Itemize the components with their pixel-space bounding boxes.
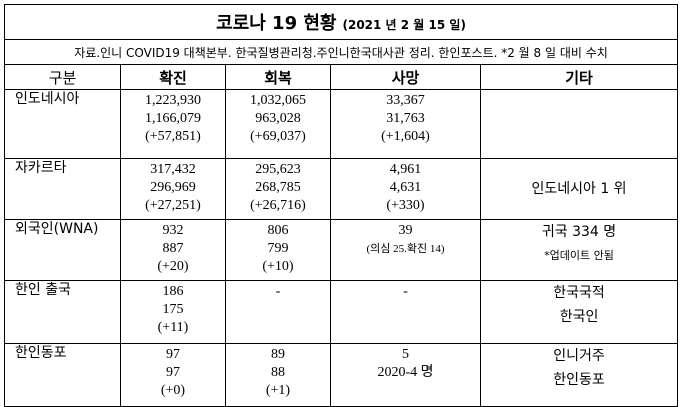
- cell-line: (+11): [157, 320, 189, 335]
- table-cell: 5 2020-4 명: [330, 343, 481, 407]
- cell-line: 296,969: [150, 180, 196, 195]
- table-cell: 자카르타: [4, 158, 121, 220]
- cell-line: (의심 25.확진 14): [366, 243, 445, 255]
- source: 자료.인니 COVID19 대책본부. 한국질병관리청.주인니한국대사관 정리.…: [3, 39, 679, 65]
- table-cell: 1,223,930 1,166,079 (+57,851): [120, 89, 226, 159]
- header-row: 구분 확진 회복 사망 기타: [4, 64, 679, 90]
- cell-line: (+27,251): [145, 198, 201, 213]
- title-row: 코로나 19 현황 (2021 년 2 월 15 일): [3, 4, 679, 40]
- title-cell: 코로나 19 현황 (2021 년 2 월 15 일): [3, 4, 679, 40]
- table-cell: -: [330, 280, 481, 344]
- table-row: 한인동포 97 97 (+0) 89 88 (+1) 5 2020-4 명 인니거주 한인동포: [4, 343, 679, 407]
- table-cell: 4,961 4,631 (+330): [330, 158, 481, 220]
- cell-line: 한국인: [559, 309, 599, 325]
- cell-line: 31,763: [386, 111, 425, 126]
- table-cell: 97 97 (+0): [120, 343, 226, 407]
- cell-line: 186: [162, 284, 184, 299]
- header-cell: 기타: [479, 64, 679, 90]
- cell-line: 963,028: [255, 111, 301, 126]
- table-row: 인도네시아 1,223,930 1,166,079 (+57,851) 1,032,06…: [4, 89, 679, 159]
- cell-line: 887: [162, 241, 184, 256]
- cell-line: 인도네시아: [15, 91, 80, 107]
- cell-line: 39: [398, 223, 413, 238]
- cell-line: (+69,037): [250, 129, 306, 144]
- cell-line: -: [403, 284, 408, 299]
- cell-line: 175: [162, 302, 184, 317]
- title-date: (2021 년 2 월 15 일): [342, 18, 466, 32]
- cell-line: 97: [166, 347, 180, 362]
- cell-line: 4,631: [389, 180, 422, 195]
- table-cell: 1,032,065 963,028 (+69,037): [225, 89, 331, 159]
- cell-line: 89: [271, 347, 285, 362]
- cell-line: 88: [271, 365, 285, 380]
- cell-line: (+1,604): [381, 129, 430, 144]
- table-cell: 귀국 334 명 *업데이트 안됨: [479, 219, 679, 281]
- cell-line: 268,785: [255, 180, 301, 195]
- cell-line: 295,623: [255, 162, 301, 177]
- table-body: 코로나 19 현황 (2021 년 2 월 15 일) 자료.인니 COVID19…: [3, 4, 679, 407]
- table-cell: 외국인(WNA): [4, 219, 121, 281]
- cell-line: 317,432: [150, 162, 196, 177]
- cell-line: 1,166,079: [145, 111, 201, 126]
- cell-line: 806: [267, 223, 289, 238]
- cell-line: (+26,716): [250, 198, 306, 213]
- cell-line: 자카르타: [15, 160, 67, 176]
- title: 코로나 19 현황: [216, 13, 337, 34]
- header-cell: 사망: [330, 64, 481, 90]
- covid-table: 코로나 19 현황 (2021 년 2 월 15 일) 자료.인니 COVID19…: [3, 4, 679, 407]
- cell-line: 귀국 334 명: [541, 224, 617, 240]
- cell-line: (+57,851): [145, 129, 201, 144]
- table-cell: 39 (의심 25.확진 14): [330, 219, 481, 281]
- cell-line: 799: [267, 241, 289, 256]
- source-row: 자료.인니 COVID19 대책본부. 한국질병관리청.주인니한국대사관 정리.…: [3, 39, 679, 65]
- table-cell: 186 175 (+11): [120, 280, 226, 344]
- header-cell: 구분: [4, 64, 121, 90]
- cell-line: 한인동포: [553, 372, 605, 388]
- cell-line: (+10): [262, 259, 294, 274]
- table-row: 자카르타 317,432 296,969 (+27,251) 295,623 268,78…: [4, 158, 679, 220]
- table-cell: 인도네시아: [4, 89, 121, 159]
- cell-line: 1,223,930: [145, 93, 201, 108]
- table-cell: 317,432 296,969 (+27,251): [120, 158, 226, 220]
- cell-line: 한인 출국: [15, 282, 71, 298]
- cell-line: -: [275, 284, 281, 299]
- table-cell: 806 799 (+10): [225, 219, 331, 281]
- cell-line: 4,961: [389, 162, 422, 177]
- table-cell: 한인 출국: [4, 280, 121, 344]
- cell-line: 외국인(WNA): [15, 221, 99, 237]
- cell-line: (+0): [160, 383, 186, 398]
- cell-line: (+330): [386, 198, 425, 213]
- cell-line: 인도네시아 1 위: [531, 181, 627, 197]
- table-cell: -: [225, 280, 331, 344]
- cell-line: (+1): [265, 383, 291, 398]
- table-row: 외국인(WNA) 932 887 (+20) 806 799 (+10) 39 (의심 25.확…: [4, 219, 679, 281]
- cell-line: 97: [166, 365, 180, 380]
- table-cell: 33,367 31,763 (+1,604): [330, 89, 481, 159]
- table-cell: 932 887 (+20): [120, 219, 226, 281]
- cell-line: 인니거주: [553, 348, 605, 364]
- header-cell: 회복: [225, 64, 331, 90]
- table-cell: [479, 89, 679, 159]
- cell-line: 한국국적: [553, 285, 605, 301]
- cell-line: 2020-4 명: [377, 365, 434, 380]
- table-cell: 89 88 (+1): [225, 343, 331, 407]
- cell-line: 5: [402, 347, 409, 362]
- header-cell: 확진: [120, 64, 226, 90]
- cell-line: 한인동포: [15, 345, 67, 361]
- table-cell: 한인동포: [4, 343, 121, 407]
- cell-line: *업데이트 안됨: [544, 249, 614, 262]
- document: 코로나 19 현황 (2021 년 2 월 15 일) 자료.인니 COVID19…: [3, 4, 679, 407]
- cell-line: 932: [162, 223, 184, 238]
- cell-line: 33,367: [386, 93, 425, 108]
- cell-line: 1,032,065: [250, 93, 306, 108]
- cell-line: (+20): [157, 259, 189, 274]
- table-cell: 295,623 268,785 (+26,716): [225, 158, 331, 220]
- table-cell: 인도네시아 1 위: [479, 158, 679, 220]
